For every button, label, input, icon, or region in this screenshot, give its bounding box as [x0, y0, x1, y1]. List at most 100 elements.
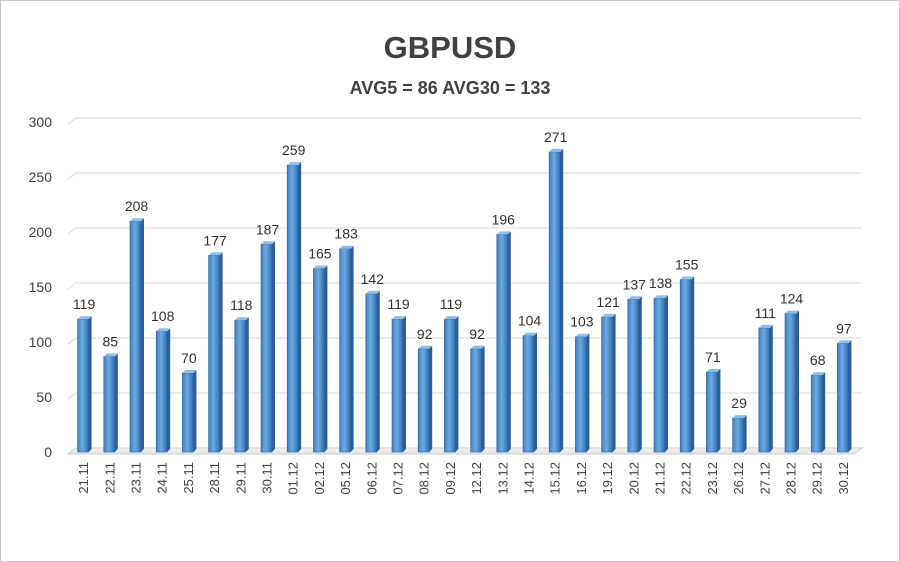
bar — [182, 372, 194, 453]
bar — [522, 335, 535, 453]
bar-top — [261, 241, 275, 245]
bar-top — [287, 162, 302, 166]
data-label: 155 — [675, 257, 699, 273]
bar-side — [612, 313, 616, 452]
bar — [496, 234, 509, 453]
data-label: 138 — [649, 275, 673, 291]
data-label: 70 — [181, 350, 197, 366]
x-tick-label: 25.11 — [181, 462, 196, 494]
bar — [260, 244, 273, 453]
bar-side — [691, 276, 695, 452]
data-label: 124 — [780, 291, 804, 307]
x-tick-label: 29.11 — [233, 462, 248, 494]
bar-top — [103, 353, 118, 357]
bar — [77, 318, 89, 453]
bars — [77, 148, 852, 453]
bar — [810, 374, 823, 453]
data-label: 92 — [417, 326, 433, 342]
data-label: 165 — [308, 246, 332, 262]
x-tick-label: 22.11 — [102, 462, 117, 494]
bar-top — [182, 370, 197, 373]
bar-top — [496, 231, 511, 235]
bar — [653, 297, 666, 453]
x-tick-label: 19.12 — [600, 462, 615, 495]
bar — [391, 318, 404, 453]
y-axis: 0 50 100 150 200 250 300 — [29, 114, 53, 460]
data-label: 177 — [203, 232, 227, 248]
data-label: 118 — [230, 297, 253, 313]
bar-side — [822, 372, 826, 452]
bar-top — [732, 415, 747, 419]
bar-top — [654, 295, 668, 299]
bar-top — [758, 324, 773, 328]
bar — [286, 164, 299, 453]
x-tick-label: 23.12 — [705, 462, 720, 495]
bar-side — [481, 345, 485, 452]
data-label: 104 — [518, 313, 542, 329]
x-tick-label: 29.12 — [810, 462, 825, 495]
y-tick-label: 300 — [29, 114, 53, 130]
x-tick-label: 15.12 — [548, 462, 563, 495]
bar-side — [638, 296, 642, 452]
x-tick-label: 16.12 — [574, 462, 589, 495]
bar — [758, 327, 771, 453]
gridline-depth — [67, 282, 77, 290]
data-label: 259 — [282, 142, 306, 158]
bar-top — [627, 296, 642, 300]
bar-side — [114, 353, 118, 452]
bar — [732, 417, 744, 453]
data-label: 271 — [544, 129, 568, 145]
bar-side — [534, 332, 537, 452]
bar-top — [392, 316, 406, 320]
bar — [627, 298, 640, 453]
bar — [208, 255, 220, 453]
x-tick-label: 02.12 — [312, 462, 327, 495]
data-label: 196 — [492, 211, 516, 227]
bar-top — [234, 317, 249, 321]
data-label: 103 — [570, 314, 594, 330]
y-tick-label: 250 — [29, 169, 53, 185]
bar-side — [193, 370, 197, 452]
data-label: 68 — [810, 352, 826, 368]
bar-side — [298, 162, 302, 452]
bar-side — [665, 295, 668, 452]
bar-side — [376, 290, 380, 452]
data-labels: 1198520810870177118187259165183142119921… — [73, 129, 852, 411]
x-tick-label: 12.12 — [469, 462, 484, 495]
data-label: 142 — [361, 271, 385, 287]
bar-top — [339, 245, 354, 249]
bar — [417, 348, 430, 453]
x-tick-label: 14.12 — [522, 462, 537, 495]
bar — [706, 371, 718, 453]
gridline-depth — [67, 337, 77, 345]
bar — [548, 151, 561, 453]
data-label: 92 — [469, 326, 485, 342]
data-label: 119 — [440, 296, 463, 312]
bar-side — [429, 345, 433, 452]
y-tick-label: 150 — [29, 279, 53, 295]
bar-top — [444, 316, 459, 320]
x-tick-label: 24.11 — [155, 462, 170, 494]
bar — [784, 313, 797, 453]
bar — [155, 330, 168, 453]
bar-top — [156, 328, 171, 332]
x-tick-label: 07.12 — [391, 462, 406, 495]
bar-side — [167, 328, 171, 452]
bar-top — [130, 218, 144, 222]
bar-side — [586, 333, 590, 452]
bar-top — [365, 290, 380, 294]
x-tick-label: 21.12 — [653, 462, 668, 495]
bar-side — [717, 368, 721, 452]
bar-side — [350, 245, 354, 452]
x-tick-label: 23.11 — [129, 462, 144, 494]
x-tick-label: 30.11 — [260, 462, 275, 494]
x-tick-label: 09.12 — [443, 462, 458, 495]
data-label: 183 — [334, 226, 358, 242]
bar-top — [313, 265, 328, 269]
bar-side — [455, 316, 459, 452]
y-tick-label: 50 — [36, 389, 52, 405]
bar — [313, 268, 325, 453]
bar — [103, 356, 116, 453]
x-tick-label: 01.12 — [286, 462, 301, 495]
